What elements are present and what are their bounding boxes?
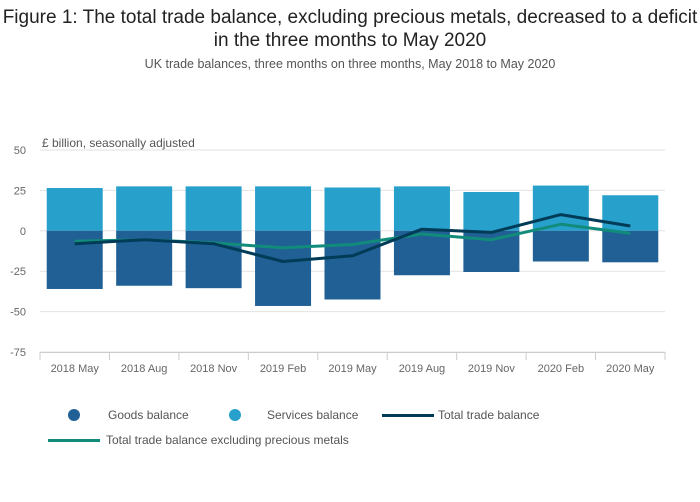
bar-services (324, 187, 381, 231)
x-tick-label: 2018 Aug (121, 363, 168, 375)
x-tick-label: 2018 May (51, 363, 100, 375)
chart-subtitle: UK trade balances, three months on three… (144, 57, 556, 71)
y-tick-label: 0 (20, 226, 26, 238)
bar-goods (602, 230, 659, 263)
bar-services (185, 186, 242, 231)
y-tick-label: -25 (10, 266, 26, 278)
line-total-trade-balance (74, 213, 631, 263)
x-tick-label: 2019 May (328, 363, 377, 375)
x-tick-label: 2019 Nov (468, 363, 516, 375)
bar-services (393, 186, 450, 231)
y-tick-label: 25 (14, 185, 26, 197)
bar-services (116, 186, 173, 231)
x-axis: 2018 May 2018 Aug 2018 Nov 2019 Feb 2019 May… (39, 352, 666, 375)
y-tick-label: -75 (10, 347, 26, 359)
x-tick-label: 2020 Feb (538, 363, 584, 375)
series-lines (74, 213, 631, 263)
x-tick-label: 2020 May (606, 363, 655, 375)
bar-services (255, 186, 312, 231)
chart-title: Figure 1: The total trade balance, exclu… (2, 7, 698, 51)
x-tick-label: 2019 Feb (260, 363, 306, 375)
bar-services (463, 192, 520, 231)
x-tick-label: 2019 Aug (399, 363, 446, 375)
bar-goods (255, 230, 312, 306)
bar-goods (532, 230, 589, 262)
y-tick-label: 50 (14, 145, 26, 157)
y-axis-unit-label: £ billion, seasonally adjusted (42, 136, 195, 150)
bar-goods (185, 230, 242, 289)
y-tick-label: -50 (10, 307, 26, 319)
x-tick-label: 2018 Nov (190, 363, 238, 375)
bar-services (46, 187, 103, 231)
